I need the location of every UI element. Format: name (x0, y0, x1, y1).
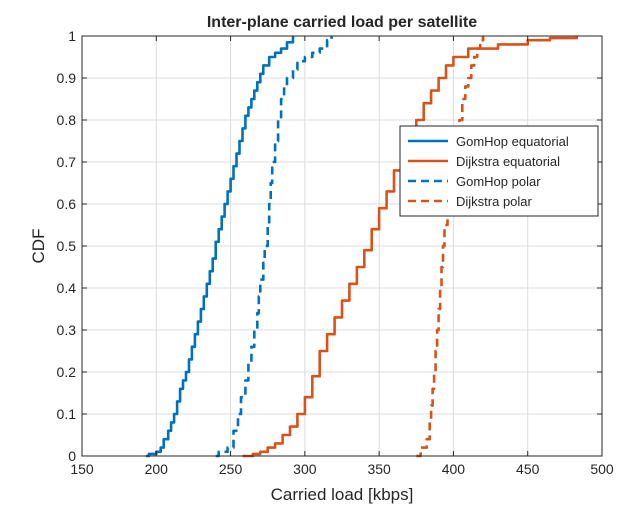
axis-ticks: 150 200 250 300 350 400 450 500 0 0.1 0.2 0.3 0.4 0.5… (57, 28, 614, 477)
x-tick-label: 300 (293, 461, 317, 477)
chart-title: Inter-plane carried load per satellite (207, 14, 477, 31)
series-line-dijkstra-polar (416, 36, 485, 458)
y-tick-label: 0 (68, 448, 76, 464)
x-tick-label: 200 (145, 461, 169, 477)
legend: GomHop equatorial Dijkstra equatorial GomH… (399, 125, 599, 217)
y-axis-label: CDF (29, 229, 48, 264)
y-tick-label: 0.3 (57, 322, 77, 338)
x-axis-label: Carried load [kbps] (271, 485, 414, 504)
y-tick-label: 0.9 (57, 70, 77, 86)
legend-label: GomHop polar (456, 174, 541, 189)
x-tick-label: 150 (70, 461, 94, 477)
x-tick-label: 450 (516, 461, 540, 477)
y-tick-label: 0.4 (57, 280, 77, 296)
y-tick-label: 0.1 (57, 406, 77, 422)
y-tick-label: 0.7 (57, 154, 77, 170)
x-tick-label: 350 (367, 461, 391, 477)
series-line-dijkstra-equatorial (242, 36, 578, 458)
y-tick-label: 0.8 (57, 112, 77, 128)
series-line-gomhop-equatorial (145, 36, 295, 458)
series-line-gomhop-polar (215, 36, 333, 458)
series-lines (145, 36, 578, 458)
legend-label: GomHop equatorial (456, 134, 569, 149)
legend-label: Dijkstra equatorial (456, 154, 560, 169)
y-tick-label: 0.5 (57, 238, 77, 254)
x-tick-label: 400 (442, 461, 466, 477)
y-tick-label: 1 (68, 28, 76, 44)
y-tick-label: 0.2 (57, 364, 77, 380)
x-tick-label: 500 (590, 461, 614, 477)
y-tick-label: 0.6 (57, 196, 77, 212)
legend-label: Dijkstra polar (456, 194, 533, 209)
x-tick-label: 250 (219, 461, 243, 477)
